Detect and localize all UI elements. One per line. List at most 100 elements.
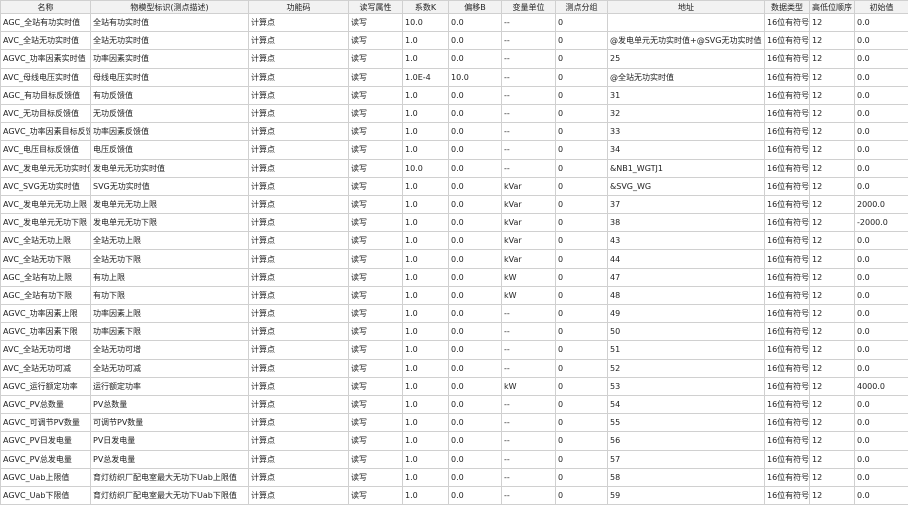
table-cell: 读写 [348,340,403,360]
table-cell: -- [501,85,556,105]
table-row[interactable]: AVC_全站无功下限 全站无功下限 计算点 读写 1.0 0.0 kVar 0 44 16位有符号… [0,249,908,269]
table-cell: 读写 [348,103,403,124]
table-cell: -- [501,394,556,415]
column-header[interactable]: 物模型标识(测点描述) [90,0,249,14]
table-cell: 10.0 [402,158,449,178]
table-cell: 全站无功下限 [90,249,249,269]
table-cell: 0.0 [854,103,908,124]
table-row[interactable]: AGC_全站有功上限 有功上限 计算点 读写 1.0 0.0 kW 0 47 16位有符号 12 0.… [0,267,908,287]
table-cell: 1.0E-4 [402,67,449,87]
table-cell: 无功反馈值 [90,103,249,124]
table-cell: 0 [555,267,608,287]
table-cell: 12 [809,176,855,196]
table-cell: 读写 [348,31,403,51]
table-cell: AGVC_运行额定功率 [0,376,91,396]
table-cell: 0 [555,322,608,342]
table-cell: AVC_全站无功实时值 [0,31,91,51]
table-cell: 1.0 [402,103,449,124]
table-cell: 12 [809,12,855,33]
table-cell: -- [501,12,556,33]
table-cell: 1.0 [402,358,449,378]
table-row[interactable]: AGC_全站有功实时值 全站有功实时值 计算点 读写 10.0 0.0 -- 0 16位有符号 1… [0,12,908,33]
table-cell: 0.0 [448,467,502,487]
table-row[interactable]: AVC_无功目标反馈值 无功反馈值 计算点 读写 1.0 0.0 -- 0 32 16位有符号 12… [0,103,908,124]
table-row[interactable]: AGC_全站有功下限 有功下限 计算点 读写 1.0 0.0 kW 0 48 16位有符号 12 0.… [0,285,908,306]
table-row[interactable]: AVC_全站无功实时值 全站无功实时值 计算点 读写 1.0 0.0 -- 0 @发电单元无功实… [0,31,908,51]
table-cell: 0 [555,413,608,433]
table-row[interactable]: AGVC_PV总发电量 PV总发电量 计算点 读写 1.0 0.0 -- 0 57 16位有符号 1… [0,449,908,469]
table-row[interactable]: AGVC_可调节PV数量 可调节PV数量 计算点 读写 1.0 0.0 -- 0 55 16位有符… [0,413,908,433]
column-header[interactable]: 初始值 [854,0,908,14]
table-row[interactable]: AGVC_Uab上限值 育灯纺织厂配电室最大无功下Uab上限值 计算点 读写 1.0 0.… [0,467,908,487]
table-row[interactable]: AVC_全站无功可减 全站无功可减 计算点 读写 1.0 0.0 -- 0 52 16位有符号 12… [0,358,908,378]
table-cell: 12 [809,49,855,69]
table-cell: 56 [607,431,765,451]
table-row[interactable]: AVC_全站无功上限 全站无功上限 计算点 读写 1.0 0.0 kVar 0 43 16位有符号… [0,231,908,251]
table-cell: 0.0 [448,31,502,51]
table-row[interactable]: AGVC_PV总数量 PV总数量 计算点 读写 1.0 0.0 -- 0 54 16位有符号 12 0… [0,394,908,415]
table-cell: AGVC_功率因素下限 [0,322,91,342]
table-cell: 16位有符号 [764,231,810,251]
table-cell: kVar [501,194,556,215]
table-cell: 33 [607,122,765,142]
table-cell: 计算点 [248,431,349,451]
table-row[interactable]: AGVC_功率因素实时值 功率因素实时值 计算点 读写 1.0 0.0 -- 0 25 16位有符… [0,49,908,69]
table-row[interactable]: AGVC_运行额定功率 运行额定功率 计算点 读写 1.0 0.0 kW 0 53 16位有符号 1… [0,376,908,396]
table-cell: 1.0 [402,140,449,160]
table-cell: 12 [809,231,855,251]
table-row[interactable]: AGVC_功率因素下限 功率因素下限 计算点 读写 1.0 0.0 -- 0 50 16位有符号 1… [0,322,908,342]
table-cell: &SVG_WG [607,176,765,196]
table-cell: -- [501,322,556,342]
table-cell: 运行额定功率 [90,376,249,396]
table-cell: -- [501,431,556,451]
column-header[interactable]: 名称 [0,0,91,14]
table-cell: SVG无功实时值 [90,176,249,196]
table-cell: 计算点 [248,485,349,505]
table-row[interactable]: AVC_SVG无功实时值 SVG无功实时值 计算点 读写 1.0 0.0 kVar 0 &SVG… [0,176,908,196]
table-cell: 0 [555,303,608,324]
table-cell: 0.0 [854,31,908,51]
table-cell: 12 [809,67,855,87]
table-cell: 0 [555,285,608,306]
table-row[interactable]: AVC_全站无功可增 全站无功可增 计算点 读写 1.0 0.0 -- 0 51 16位有符号 12… [0,340,908,360]
column-header[interactable]: 变量单位 [501,0,556,14]
table-row[interactable]: AVC_发电单元无功实时值 发电单元无功实时值 计算点 读写 10.0 0.0 -- 0 &NB… [0,158,908,178]
table-row[interactable]: AVC_发电单元无功下限 发电单元无功下限 计算点 读写 1.0 0.0 kVar 0 38 16… [0,213,908,233]
table-cell: 0.0 [854,49,908,69]
column-header[interactable]: 功能码 [248,0,349,14]
table-cell: 12 [809,485,855,505]
table-cell: -- [501,67,556,87]
table-cell: 0.0 [448,485,502,505]
table-cell: -- [501,31,556,51]
column-header[interactable]: 偏移B [448,0,502,14]
table-row[interactable]: AVC_发电单元无功上限 发电单元无功上限 计算点 读写 1.0 0.0 kVar 0 37 16… [0,194,908,215]
table-cell: AVC_全站无功下限 [0,249,91,269]
table-cell: 1.0 [402,285,449,306]
column-header[interactable]: 数据类型 [764,0,810,14]
column-header[interactable]: 系数K [402,0,449,14]
table-cell: 计算点 [248,31,349,51]
table-row[interactable]: AGVC_PV日发电量 PV日发电量 计算点 读写 1.0 0.0 -- 0 56 16位有符号 1… [0,431,908,451]
table-cell: 0.0 [854,358,908,378]
column-header[interactable]: 地址 [607,0,765,14]
table-row[interactable]: AVC_电压目标反馈值 电压反馈值 计算点 读写 1.0 0.0 -- 0 34 16位有符号 12… [0,140,908,160]
table-cell: AGVC_PV日发电量 [0,431,91,451]
column-header[interactable]: 高低位顺序 [809,0,855,14]
table-cell: 计算点 [248,394,349,415]
table-cell: 读写 [348,140,403,160]
column-header[interactable]: 读写属性 [348,0,403,14]
table-row[interactable]: AGC_有功目标反馈值 有功反馈值 计算点 读写 1.0 0.0 -- 0 31 16位有符号 12… [0,85,908,105]
column-header[interactable]: 测点分组 [555,0,608,14]
table-row[interactable]: AGVC_功率因素上限 功率因素上限 计算点 读写 1.0 0.0 -- 0 49 16位有符号 1… [0,303,908,324]
table-cell: 0.0 [854,485,908,505]
table-cell: 0.0 [854,413,908,433]
table-cell: 0 [555,358,608,378]
table-cell: AGVC_Uab上限值 [0,467,91,487]
table-row[interactable]: AGVC_Uab下限值 育灯纺织厂配电室最大无功下Uab下限值 计算点 读写 1.0 0.… [0,485,908,505]
table-cell: 读写 [348,122,403,142]
table-row[interactable]: AGVC_功率因素目标反馈值功率因素反馈值计算点读写1.00.0--03316位… [0,122,908,142]
table-cell: 全站无功实时值 [90,31,249,51]
table-row[interactable]: AVC_母线电压实时值 母线电压实时值 计算点 读写 1.0E-4 10.0 -- 0 @全站无… [0,67,908,87]
table-cell: 0.0 [448,449,502,469]
